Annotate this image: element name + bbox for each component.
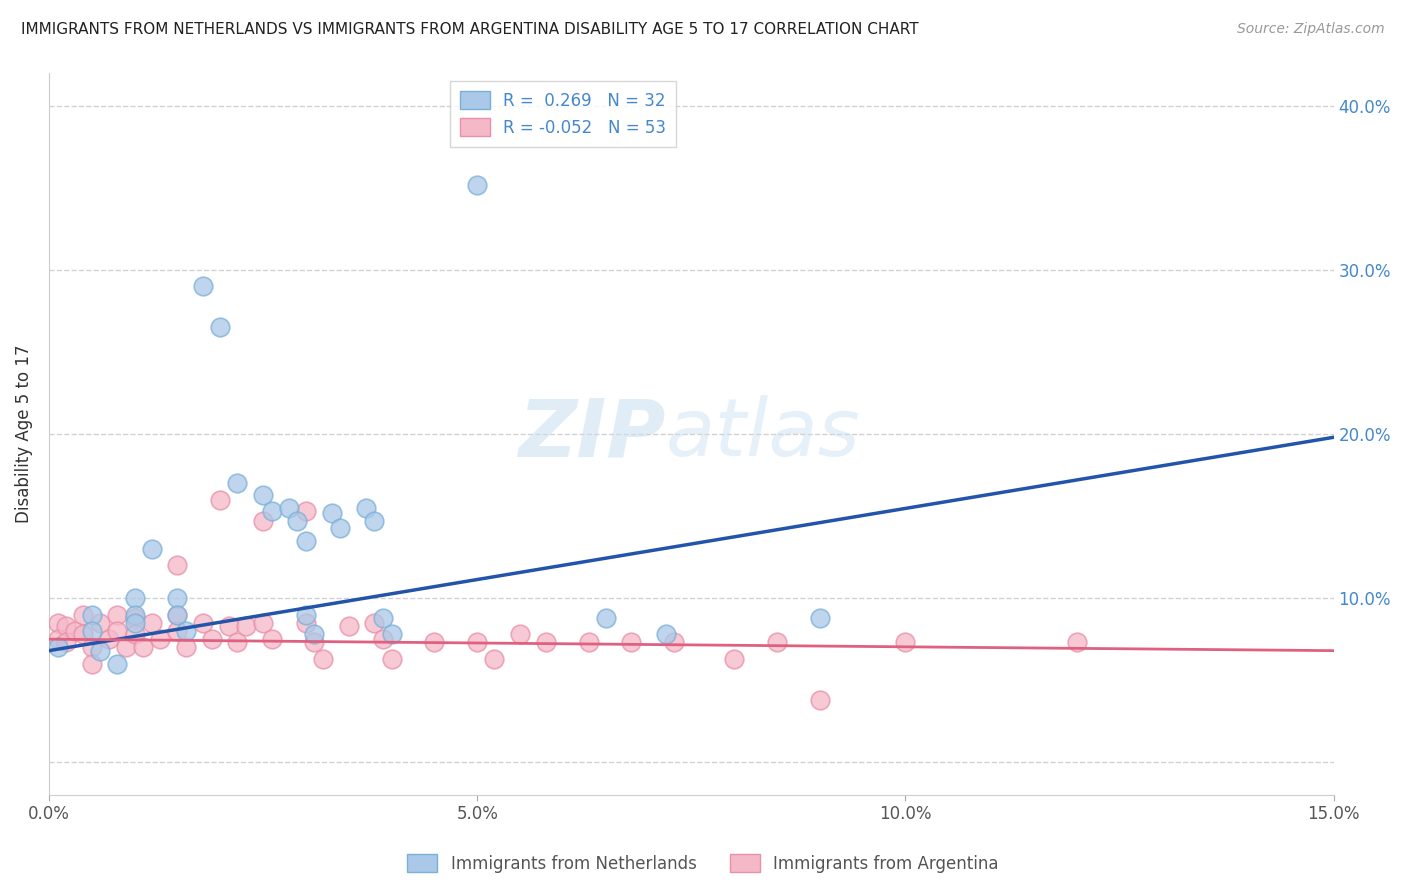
Point: [766, 635, 789, 649]
Point: [465, 178, 488, 192]
Point: [80, 624, 103, 638]
Point: [80, 657, 103, 671]
Text: IMMIGRANTS FROM NETHERLANDS VS IMMIGRANTS FROM ARGENTINA DISABILITY AGE 5 TO 17 : IMMIGRANTS FROM NETHERLANDS VS IMMIGRANT…: [21, 22, 918, 37]
Point: [295, 533, 318, 548]
Point: [141, 615, 163, 630]
Point: [107, 624, 129, 638]
Point: [423, 635, 446, 649]
Point: [174, 640, 197, 655]
Point: [337, 619, 360, 633]
Point: [191, 279, 214, 293]
Point: [226, 476, 249, 491]
Point: [166, 607, 188, 622]
Point: [808, 611, 831, 625]
Point: [226, 635, 249, 649]
Point: [285, 514, 308, 528]
Point: [46, 640, 69, 655]
Point: [97, 632, 120, 647]
Point: [295, 607, 318, 622]
Point: [235, 619, 257, 633]
Point: [534, 635, 557, 649]
Point: [166, 624, 188, 638]
Point: [72, 627, 94, 641]
Point: [484, 652, 506, 666]
Point: [595, 611, 617, 625]
Point: [209, 320, 232, 334]
Point: [252, 615, 274, 630]
Point: [124, 591, 146, 606]
Point: [252, 488, 274, 502]
Point: [260, 504, 283, 518]
Point: [252, 514, 274, 528]
Point: [72, 607, 94, 622]
Point: [166, 558, 188, 573]
Point: [149, 632, 172, 647]
Point: [63, 624, 86, 638]
Point: [107, 607, 129, 622]
Point: [363, 615, 385, 630]
Point: [578, 635, 600, 649]
Point: [654, 627, 676, 641]
Point: [371, 632, 394, 647]
Point: [723, 652, 745, 666]
Point: [304, 635, 326, 649]
Point: [124, 611, 146, 625]
Point: [80, 640, 103, 655]
Point: [371, 611, 394, 625]
Y-axis label: Disability Age 5 to 17: Disability Age 5 to 17: [15, 345, 32, 524]
Point: [191, 615, 214, 630]
Point: [380, 652, 402, 666]
Point: [1066, 635, 1088, 649]
Point: [662, 635, 685, 649]
Point: [509, 627, 531, 641]
Point: [329, 520, 352, 534]
Point: [277, 500, 299, 515]
Point: [132, 640, 155, 655]
Text: atlas: atlas: [665, 395, 860, 473]
Point: [201, 632, 224, 647]
Legend: R =  0.269   N = 32, R = -0.052   N = 53: R = 0.269 N = 32, R = -0.052 N = 53: [450, 81, 676, 147]
Point: [209, 492, 232, 507]
Point: [321, 506, 343, 520]
Point: [80, 607, 103, 622]
Point: [174, 624, 197, 638]
Point: [260, 632, 283, 647]
Point: [166, 591, 188, 606]
Point: [89, 643, 111, 657]
Point: [166, 607, 188, 622]
Point: [124, 615, 146, 630]
Point: [46, 615, 69, 630]
Point: [304, 627, 326, 641]
Point: [141, 541, 163, 556]
Legend: Immigrants from Netherlands, Immigrants from Argentina: Immigrants from Netherlands, Immigrants …: [401, 847, 1005, 880]
Point: [620, 635, 643, 649]
Point: [124, 607, 146, 622]
Point: [295, 504, 318, 518]
Point: [218, 619, 240, 633]
Point: [295, 615, 318, 630]
Point: [363, 514, 385, 528]
Point: [312, 652, 335, 666]
Point: [55, 635, 77, 649]
Text: Source: ZipAtlas.com: Source: ZipAtlas.com: [1237, 22, 1385, 37]
Point: [107, 657, 129, 671]
Point: [354, 500, 377, 515]
Point: [124, 627, 146, 641]
Point: [55, 619, 77, 633]
Point: [465, 635, 488, 649]
Point: [894, 635, 917, 649]
Point: [115, 640, 138, 655]
Point: [89, 615, 111, 630]
Point: [380, 627, 402, 641]
Text: ZIP: ZIP: [519, 395, 665, 473]
Point: [808, 693, 831, 707]
Point: [46, 632, 69, 647]
